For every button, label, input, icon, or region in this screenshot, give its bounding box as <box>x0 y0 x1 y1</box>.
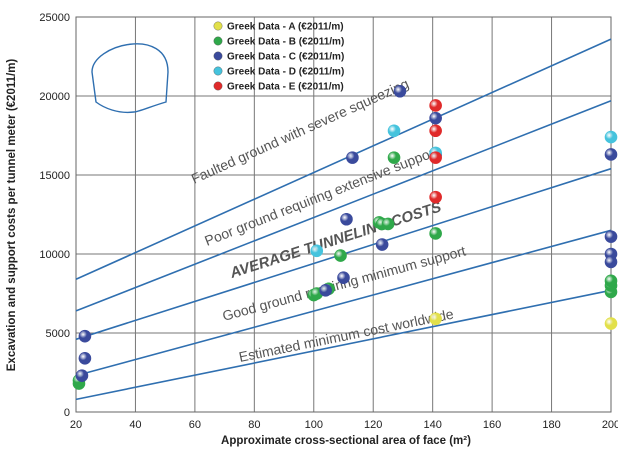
y-axis: 0 5000 10000 15000 20000 25000 <box>39 12 70 419</box>
data-point <box>429 312 442 326</box>
x-tick-label: 80 <box>248 419 260 431</box>
legend: Greek Data - A (€2011/m) Greek Data - B (… <box>213 21 344 93</box>
x-tick-label: 200 <box>602 419 618 431</box>
x-axis: 20 40 60 80 100 120 140 160 180 200 <box>70 419 618 431</box>
trend-lines <box>75 38 612 401</box>
data-point <box>429 190 442 204</box>
data-point <box>340 212 353 226</box>
y-tick-label: 5000 <box>46 328 70 340</box>
legend-label: Greek Data - E (€2011/m) <box>227 82 344 93</box>
trend-labels: Faulted ground with severe squeezingPoor… <box>189 75 468 365</box>
data-point <box>604 130 618 144</box>
tunnel-cross-section-icon <box>91 43 169 114</box>
x-tick-label: 140 <box>423 419 441 431</box>
data-point <box>387 151 401 164</box>
x-tick-label: 180 <box>542 419 560 431</box>
data-point <box>604 274 618 288</box>
data-point <box>604 230 618 243</box>
x-tick-label: 20 <box>70 419 82 431</box>
data-point <box>375 238 389 251</box>
trend-line <box>75 229 612 377</box>
data-point <box>604 317 618 330</box>
y-tick-label: 15000 <box>39 170 70 182</box>
x-tick-label: 160 <box>483 419 501 431</box>
data-point <box>604 148 618 161</box>
trend-line-label: Estimated minimum cost worldwide <box>237 306 455 365</box>
y-tick-label: 10000 <box>39 249 70 261</box>
data-point <box>334 249 347 262</box>
data-point <box>319 284 332 297</box>
data-points <box>72 84 618 390</box>
legend-label: Greek Data - B (€2011/m) <box>227 37 344 48</box>
data-point <box>429 227 442 240</box>
x-tick-label: 40 <box>129 419 141 431</box>
y-tick-label: 0 <box>64 407 70 419</box>
plot-frame <box>75 16 612 413</box>
legend-marker <box>213 81 223 91</box>
legend-marker <box>213 36 223 46</box>
data-point <box>78 329 92 343</box>
data-point <box>429 99 442 112</box>
legend-marker <box>213 51 223 61</box>
data-point <box>429 111 442 125</box>
trend-line <box>75 99 612 312</box>
data-point <box>381 217 395 231</box>
data-point <box>429 151 442 164</box>
y-tick-label: 25000 <box>39 12 70 24</box>
data-point <box>346 151 359 164</box>
legend-label: Greek Data - D (€2011/m) <box>227 67 344 78</box>
x-tick-label: 100 <box>305 419 323 431</box>
x-tick-label: 120 <box>364 419 382 431</box>
data-point <box>75 369 89 382</box>
data-point <box>393 84 407 98</box>
data-point <box>337 271 350 285</box>
legend-label: Greek Data - A (€2011/m) <box>227 22 344 33</box>
data-point <box>78 351 92 365</box>
data-point <box>310 244 324 258</box>
trend-line <box>75 38 612 281</box>
x-axis-title: Approximate cross-sectional area of face… <box>221 435 471 447</box>
legend-label: Greek Data - C (€2011/m) <box>227 52 344 63</box>
y-axis-title: Excavation and support costs per tunnel … <box>6 59 18 372</box>
data-point <box>387 124 401 138</box>
legend-marker <box>213 66 223 76</box>
data-point <box>429 124 442 138</box>
y-tick-label: 20000 <box>39 91 70 103</box>
x-tick-label: 60 <box>189 419 201 431</box>
data-point <box>604 255 618 269</box>
legend-marker <box>213 21 223 31</box>
trend-line <box>75 289 612 401</box>
